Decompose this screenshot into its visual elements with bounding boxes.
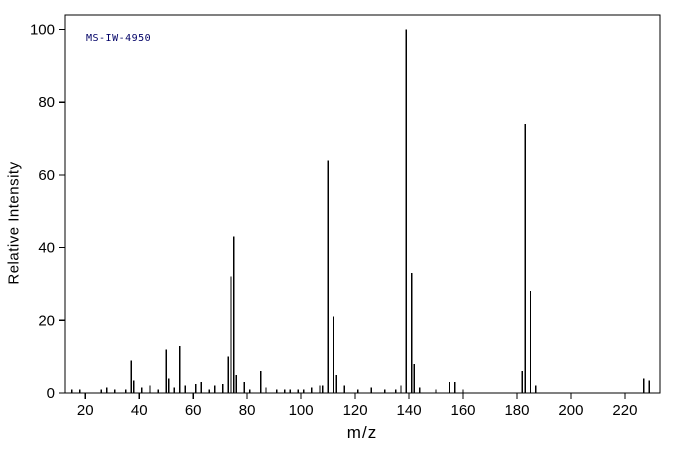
y-axis-label: Relative Intensity (5, 161, 23, 285)
x-tick-label: 200 (558, 402, 583, 419)
x-tick-label: 140 (397, 402, 422, 419)
y-tick-label: 0 (47, 385, 55, 402)
x-tick-label: 40 (131, 402, 148, 419)
y-tick-label: 80 (38, 94, 55, 111)
x-axis-label: m/z (346, 423, 378, 442)
x-tick-label: 120 (343, 402, 368, 419)
x-tick-label: 180 (504, 402, 529, 419)
x-tick-label: 220 (612, 402, 637, 419)
y-tick-label: 40 (38, 240, 55, 257)
x-tick-label: 80 (239, 402, 256, 419)
y-tick-label: 100 (30, 22, 55, 39)
x-tick-label: 60 (185, 402, 202, 419)
y-tick-label: 20 (38, 312, 55, 329)
x-tick-label: 160 (451, 402, 476, 419)
x-tick-label: 100 (289, 402, 314, 419)
spectrum-id-annotation: MS-IW-4950 (86, 33, 152, 44)
x-tick-label: 20 (77, 402, 94, 419)
plot-frame (64, 14, 661, 394)
y-tick-label: 60 (38, 167, 55, 184)
